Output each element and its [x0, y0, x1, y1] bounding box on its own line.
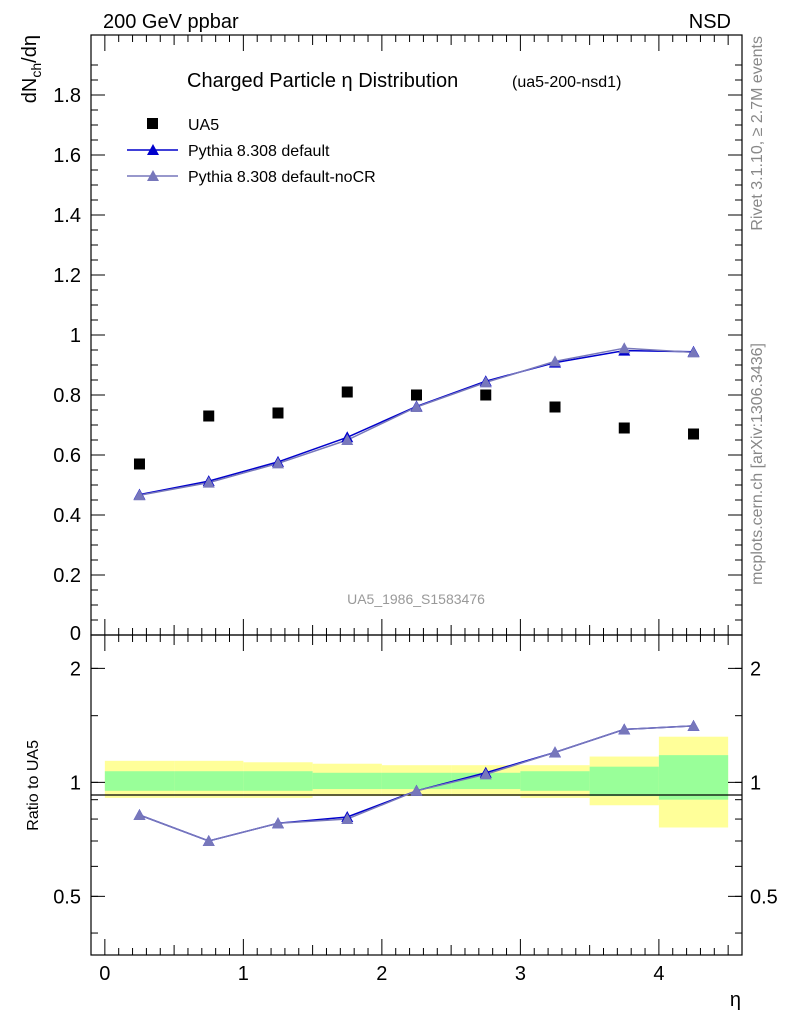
point-nocr: [202, 476, 215, 488]
mcplots-label: mcplots.cern.ch [arXiv:1306.3436]: [749, 343, 766, 585]
uncertainty-bands: [104, 736, 729, 828]
point-nocr: [341, 434, 354, 445]
top-y-tick-label: 1: [70, 325, 81, 347]
ratio-point-nocr: [618, 723, 631, 735]
point-nocr: [479, 376, 492, 388]
top-y-tick-label: 1.6: [53, 145, 81, 167]
ratio-y-tick-label: 2: [70, 658, 81, 680]
point-ua5: [688, 428, 700, 440]
top-y-tick-label: 0.2: [53, 565, 81, 587]
x-tick-label: 2: [376, 963, 387, 985]
top-y-tick-label: 0.6: [53, 445, 81, 467]
ratio-point-nocr: [687, 719, 700, 731]
ratio-y-axis: 0.5 0.5 1 1 2 2: [53, 658, 778, 934]
x-tick-label: 0: [99, 963, 110, 985]
ratio-y-tick-label: 1: [70, 772, 81, 794]
top-x-axis-ticks: [104, 35, 729, 635]
band-inner: [104, 771, 175, 791]
ratio-y-tick-label: 0.5: [53, 886, 81, 908]
point-nocr: [133, 489, 146, 501]
band-inner: [174, 771, 244, 791]
ratio-point-nocr: [341, 813, 354, 825]
legend-marker-nocr: [147, 170, 159, 181]
ratio-point-nocr: [410, 784, 423, 796]
legend-label-ua5: UA5: [188, 117, 219, 134]
ratio-y-tick-label-right: 1: [750, 772, 761, 794]
ratio-y-tick-label-right: 2: [750, 658, 761, 680]
band-inner: [243, 771, 313, 791]
point-ua5: [411, 389, 422, 401]
ratio-y-axis-label: Ratio to UA5: [25, 740, 42, 831]
x-tick-label: 1: [238, 963, 249, 985]
band-inner: [381, 772, 452, 790]
top-y-tick-label: 1.2: [53, 265, 81, 287]
header-left: 200 GeV ppbar: [103, 11, 239, 33]
band-inner: [658, 755, 729, 800]
ratio-x-axis: 0 1 2 3 4: [99, 635, 729, 985]
top-y-tick-label: 0: [70, 623, 81, 645]
x-tick-label: 3: [515, 963, 526, 985]
top-y-tick-label: 1.4: [53, 205, 81, 227]
legend-label-default: Pythia 8.308 default: [188, 143, 330, 160]
main-panel: 0 0.2 0.4 0.6 0.8 1 1.2 1.4 1.6 1.8 Charged Parti…: [19, 34, 743, 645]
point-nocr: [549, 355, 562, 367]
point-ua5: [272, 407, 284, 419]
point-nocr: [687, 346, 700, 358]
chart-title: Charged Particle η Distribution: [187, 70, 458, 92]
point-ua5: [618, 422, 630, 434]
ratio-point-nocr: [133, 808, 146, 820]
series-line-nocr: [139, 347, 694, 496]
point-ua5: [549, 401, 561, 413]
header-right: NSD: [689, 11, 731, 33]
series-line-default: [139, 349, 694, 496]
legend-marker-ua5: [147, 118, 158, 129]
top-y-tick-label: 1.8: [53, 85, 81, 107]
band-inner: [589, 766, 659, 797]
top-y-tick-label: 0.8: [53, 385, 81, 407]
ratio-point-nocr: [271, 817, 284, 829]
ratio-panel: 0.5 0.5 1 1 2 2 0 1 2 3 4 Ratio to UA5 η: [25, 634, 778, 1011]
legend-label-nocr: Pythia 8.308 default-noCR: [188, 169, 376, 186]
point-ua5: [133, 458, 145, 470]
point-ua5: [203, 410, 215, 422]
top-y-axis-label: dNch/dη: [19, 35, 44, 103]
ratio-point-nocr: [202, 835, 215, 847]
point-nocr: [410, 401, 423, 412]
analysis-watermark: UA5_1986_S1583476: [347, 591, 485, 607]
chart-subtitle: (ua5-200-nsd1): [512, 74, 621, 91]
top-series-layer: [133, 342, 700, 501]
bottom-frame: [90, 634, 743, 956]
ratio-point-nocr: [549, 746, 562, 758]
x-tick-label: 4: [653, 963, 664, 985]
ratio-y-tick-label-right: 0.5: [750, 886, 778, 908]
legend: UA5 Pythia 8.308 default Pythia 8.308 de…: [127, 117, 376, 186]
legend-marker-default: [147, 144, 159, 155]
ratio-series-layer: [133, 719, 700, 847]
ratio-point-nocr: [479, 768, 492, 780]
point-nocr: [618, 342, 631, 354]
top-y-axis: 0 0.2 0.4 0.6 0.8 1 1.2 1.4 1.6 1.8: [53, 64, 742, 645]
point-ua5: [480, 389, 492, 401]
band-inner: [520, 771, 590, 791]
rivet-label: Rivet 3.1.10, ≥ 2.7M events: [749, 36, 766, 231]
point-ua5: [341, 386, 353, 398]
x-axis-label: η: [730, 989, 741, 1011]
top-y-tick-label: 0.4: [53, 505, 81, 527]
point-nocr: [271, 457, 284, 469]
band-inner: [312, 772, 382, 790]
